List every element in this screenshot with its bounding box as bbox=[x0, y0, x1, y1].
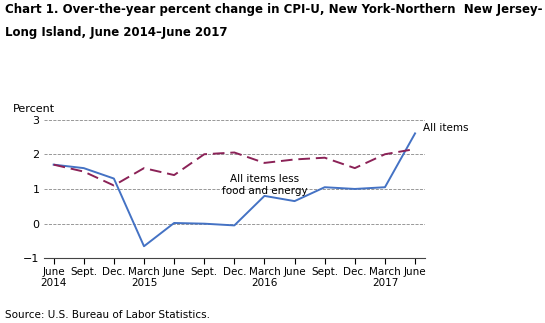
Text: All items less
food and energy: All items less food and energy bbox=[222, 174, 307, 196]
Text: Chart 1. Over-the-year percent change in CPI-U, New York-Northern  New Jersey-: Chart 1. Over-the-year percent change in… bbox=[5, 3, 543, 16]
Text: All items: All items bbox=[423, 123, 469, 133]
Text: Percent: Percent bbox=[13, 104, 55, 114]
Text: Source: U.S. Bureau of Labor Statistics.: Source: U.S. Bureau of Labor Statistics. bbox=[5, 310, 210, 320]
Text: Long Island, June 2014–June 2017: Long Island, June 2014–June 2017 bbox=[5, 26, 228, 39]
